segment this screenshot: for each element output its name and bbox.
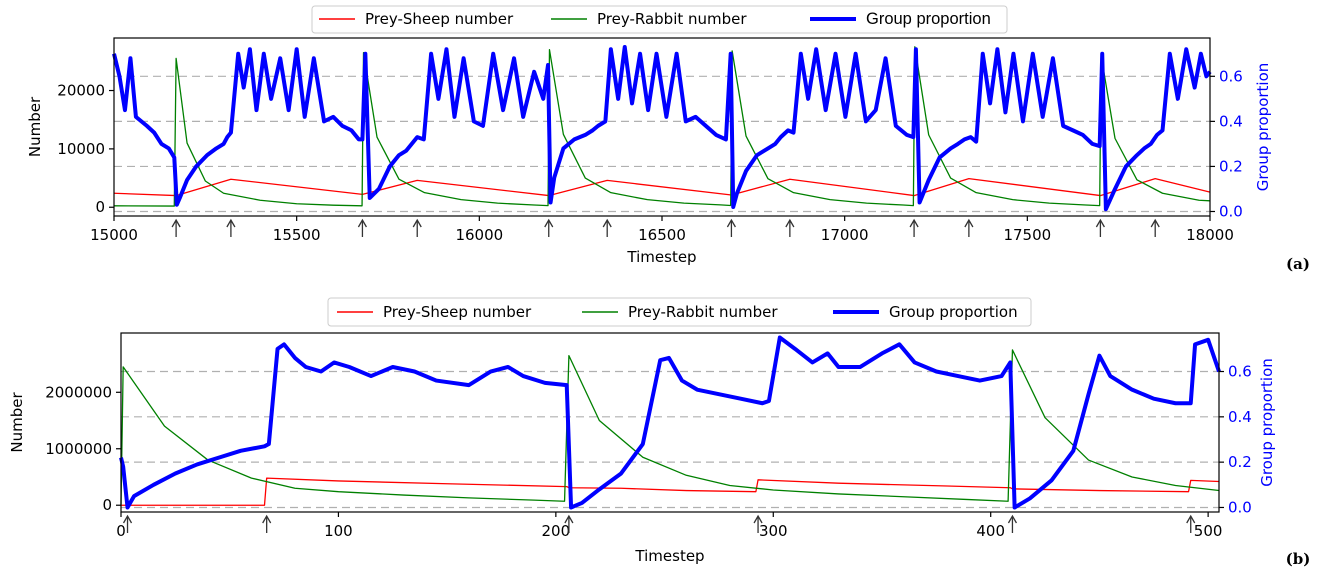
event-arrow [262, 514, 272, 533]
event-arrow [753, 514, 763, 533]
y2-tick-label: 0.6 [1219, 67, 1243, 85]
legend-label: Prey-Sheep number [383, 303, 532, 321]
legend-label: Prey-Sheep number [365, 10, 514, 28]
event-arrow [412, 218, 422, 237]
series-line-group-proportion [112, 45, 1212, 212]
chart-panel-a: 15000 15500 16000 16500 17000 17500 18000 0 1000… [26, 5, 1310, 273]
event-arrow [564, 514, 574, 533]
event-arrow [1150, 218, 1160, 237]
y2-tick-label: 0.6 [1228, 363, 1252, 381]
event-arrow [171, 218, 181, 237]
x-tick-label: 18000 [1186, 226, 1234, 244]
y-tick-label: 0 [95, 198, 105, 216]
series-line-prey-rabbit-number [120, 349, 1220, 506]
series-line-prey-rabbit-number [113, 46, 1211, 207]
y2-tick-label: 0.2 [1228, 453, 1252, 471]
x-tick-label: 500 [1194, 522, 1223, 540]
x-tick-label: 300 [759, 522, 788, 540]
event-arrow [785, 218, 795, 237]
x-tick-label: 200 [542, 522, 571, 540]
y2-tick-label: 0.4 [1228, 408, 1252, 426]
y-axis-title: Number [26, 96, 44, 157]
series-line-group-proportion [119, 335, 1221, 510]
event-arrow [1095, 218, 1105, 237]
event-arrow [357, 218, 367, 237]
y-tick-label: 20000 [57, 82, 105, 100]
x-tick-label: 17000 [821, 226, 869, 244]
plot-frame [120, 332, 1220, 513]
legend-label: Group proportion [866, 10, 991, 28]
y2-tick-label: 0.2 [1219, 157, 1243, 175]
event-arrow [1186, 514, 1196, 533]
y-axis-title: Number [8, 392, 26, 453]
y2-tick-label: 0.4 [1219, 112, 1243, 130]
event-arrow [909, 218, 919, 237]
y-tick-label: 1000000 [45, 440, 112, 458]
y2-axis-title: Group proportion [1258, 358, 1276, 487]
event-arrow [602, 218, 612, 237]
event-arrow [726, 218, 736, 237]
legend-label: Group proportion [889, 303, 1018, 321]
panel-label: (b) [1286, 550, 1311, 568]
x-axis-title: Timestep [626, 248, 696, 266]
legend: Prey-Sheep number Prey-Rabbit number Group… [311, 5, 1008, 34]
legend-label: Prey-Rabbit number [628, 303, 778, 321]
x-tick-label: 16500 [638, 226, 686, 244]
x-tick-label: 15500 [273, 226, 321, 244]
x-axis-title: Timestep [634, 547, 704, 565]
panel-label: (a) [1286, 255, 1310, 273]
series-line-prey-sheep-number [113, 178, 1211, 197]
y2-tick-label: 0.0 [1228, 498, 1252, 516]
event-arrow [1007, 514, 1018, 533]
y-tick-label: 2000000 [45, 383, 112, 401]
x-tick-label: 16000 [455, 226, 503, 244]
x-tick-label: 400 [976, 522, 1005, 540]
event-arrow [122, 514, 133, 533]
legend-label: Prey-Rabbit number [597, 10, 747, 28]
event-arrow [226, 218, 236, 237]
event-arrow [544, 218, 554, 237]
x-tick-label: 100 [324, 522, 353, 540]
series-line-prey-sheep-number [121, 477, 1220, 506]
y2-tick-label: 0.0 [1219, 202, 1243, 220]
event-arrow [964, 218, 974, 237]
x-tick-label: 0 [116, 522, 126, 540]
chart-panel-b: 0 100 200 300 400 500 0 1000000 2000000 0.0 0.2 0.4… [8, 297, 1311, 568]
y2-axis-title: Group proportion [1254, 63, 1272, 192]
legend: Prey-Sheep number Prey-Rabbit number Group… [327, 297, 1032, 327]
x-tick-label: 17500 [1003, 226, 1051, 244]
y-tick-label: 10000 [57, 140, 105, 158]
y-tick-label: 0 [102, 496, 112, 514]
x-tick-label: 15000 [90, 226, 138, 244]
